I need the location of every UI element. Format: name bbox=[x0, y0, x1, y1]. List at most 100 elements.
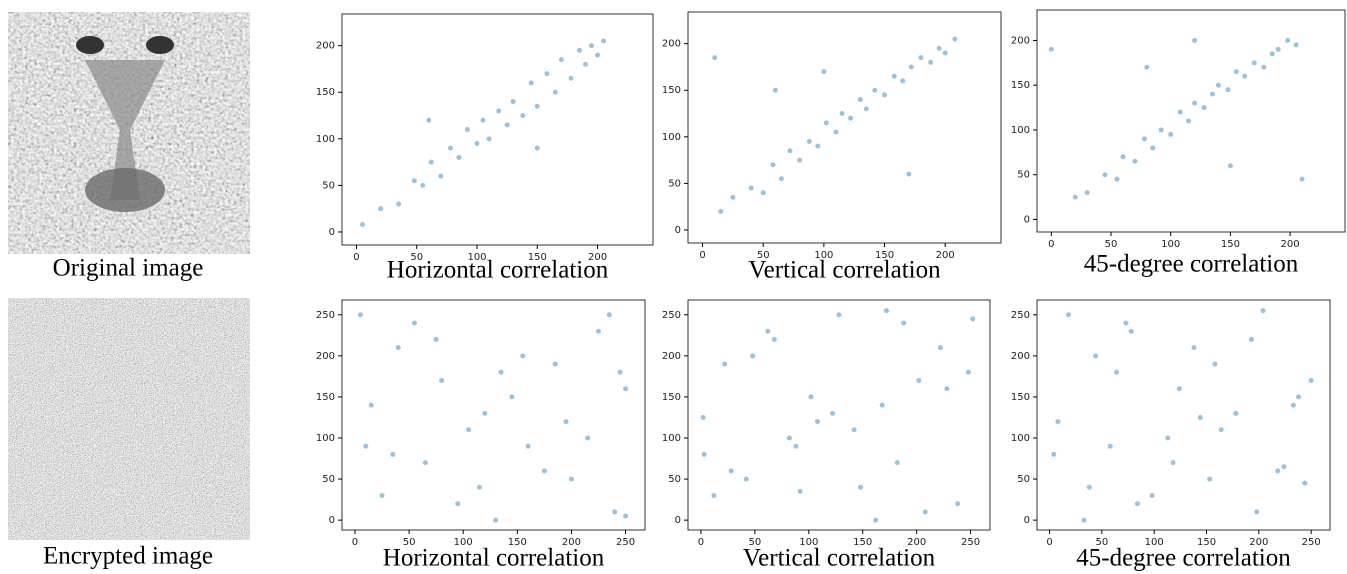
point bbox=[595, 52, 601, 58]
x-tick-label: 200 bbox=[1281, 239, 1300, 250]
point bbox=[955, 501, 961, 507]
point bbox=[1290, 402, 1296, 408]
point bbox=[1225, 87, 1231, 93]
point bbox=[510, 99, 516, 105]
x-tick-label: 100 bbox=[1161, 239, 1180, 250]
point bbox=[1233, 410, 1239, 416]
point bbox=[712, 55, 718, 61]
point bbox=[623, 386, 629, 392]
point bbox=[493, 517, 499, 523]
point bbox=[504, 122, 510, 128]
y-tick-label: 100 bbox=[1011, 433, 1030, 444]
point bbox=[1215, 82, 1221, 88]
point bbox=[1308, 378, 1314, 383]
point bbox=[936, 45, 942, 51]
point bbox=[606, 312, 612, 318]
plot-frame bbox=[341, 299, 646, 531]
point bbox=[426, 117, 432, 123]
point bbox=[1254, 509, 1260, 515]
y-tick-label: 100 bbox=[316, 134, 335, 145]
plot-frame bbox=[1036, 299, 1331, 531]
y-tick-label: 0 bbox=[329, 515, 335, 526]
point bbox=[882, 92, 888, 98]
point bbox=[482, 410, 488, 416]
point bbox=[464, 127, 470, 132]
x-tick-label: 200 bbox=[562, 537, 581, 548]
point bbox=[1191, 345, 1197, 351]
point bbox=[617, 369, 623, 375]
y-tick-label: 200 bbox=[662, 351, 681, 362]
point bbox=[509, 394, 515, 400]
point bbox=[568, 476, 574, 482]
plot-frame bbox=[687, 11, 1002, 244]
point bbox=[466, 427, 472, 433]
point bbox=[359, 222, 365, 228]
point bbox=[589, 43, 595, 49]
point bbox=[718, 208, 724, 214]
point bbox=[806, 138, 812, 144]
x-tick-label: 100 bbox=[814, 250, 833, 261]
point bbox=[1269, 51, 1275, 57]
point bbox=[797, 157, 803, 163]
x-tick-label: 100 bbox=[454, 537, 473, 548]
point bbox=[582, 61, 588, 67]
point bbox=[395, 345, 401, 351]
y-tick-label: 50 bbox=[1017, 170, 1030, 181]
x-axis-label: 45-degree correlation bbox=[1084, 251, 1299, 278]
point bbox=[534, 103, 540, 109]
point bbox=[1165, 435, 1171, 441]
point bbox=[857, 97, 863, 103]
point bbox=[396, 201, 402, 207]
y-tick-label: 0 bbox=[1024, 515, 1030, 526]
point bbox=[1227, 163, 1233, 169]
x-tick-label: 0 bbox=[352, 537, 358, 548]
point bbox=[498, 369, 504, 375]
x-axis-label: Horizontal correlation bbox=[383, 545, 605, 572]
point bbox=[786, 435, 792, 441]
point bbox=[363, 443, 369, 449]
point bbox=[815, 143, 821, 149]
x-axis-label: Vertical correlation bbox=[743, 545, 936, 572]
point bbox=[1209, 91, 1215, 97]
y-tick-label: 250 bbox=[316, 310, 335, 321]
x-tick-label: 0 bbox=[353, 252, 359, 263]
y-tick-label: 200 bbox=[1011, 351, 1030, 362]
point bbox=[879, 402, 885, 408]
y-tick-label: 200 bbox=[662, 39, 681, 50]
point bbox=[928, 59, 934, 65]
point bbox=[558, 57, 564, 63]
x-tick-label: 100 bbox=[799, 537, 818, 548]
point bbox=[858, 484, 864, 490]
point bbox=[1123, 320, 1129, 326]
x-tick-label: 0 bbox=[1046, 537, 1052, 548]
x-tick-label: 150 bbox=[875, 250, 894, 261]
y-tick-label: 150 bbox=[316, 87, 335, 98]
point bbox=[433, 336, 439, 342]
x-tick-label: 50 bbox=[403, 537, 416, 548]
point bbox=[901, 320, 907, 326]
y-tick-label: 0 bbox=[675, 515, 681, 526]
point bbox=[520, 353, 526, 359]
x-tick-label: 150 bbox=[1221, 239, 1240, 250]
point bbox=[1275, 468, 1281, 474]
point bbox=[894, 460, 900, 466]
x-tick-label: 50 bbox=[1105, 239, 1118, 250]
y-tick-label: 0 bbox=[329, 227, 335, 238]
image-caption: Encrypted image bbox=[43, 543, 213, 570]
point bbox=[793, 443, 799, 449]
face-shape bbox=[85, 60, 165, 200]
point bbox=[1192, 37, 1198, 43]
point bbox=[456, 154, 462, 160]
y-tick-label: 250 bbox=[1011, 310, 1030, 321]
point bbox=[552, 89, 558, 95]
point bbox=[1051, 451, 1057, 457]
x-tick-label: 100 bbox=[467, 252, 486, 263]
point bbox=[1065, 312, 1071, 318]
point bbox=[420, 182, 426, 188]
x-tick-label: 200 bbox=[1249, 537, 1268, 548]
plot-frame bbox=[687, 299, 991, 531]
point bbox=[839, 111, 845, 117]
point bbox=[942, 50, 948, 56]
y-tick-label: 50 bbox=[668, 474, 681, 485]
x-axis-label: Horizontal correlation bbox=[387, 257, 609, 284]
